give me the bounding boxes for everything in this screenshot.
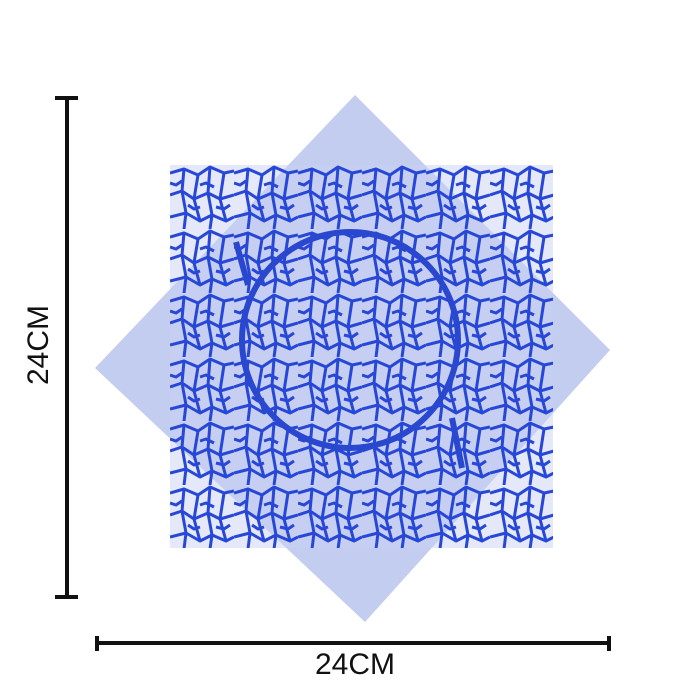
width-dimension: [95, 636, 611, 651]
mesh-square: [170, 165, 553, 548]
ring-tail: [233, 241, 251, 286]
ring-tail: [449, 417, 465, 469]
height-label: 24CM: [22, 305, 55, 385]
ring: [239, 229, 461, 451]
height-dimension: [55, 96, 78, 599]
width-label: 24CM: [315, 648, 395, 681]
